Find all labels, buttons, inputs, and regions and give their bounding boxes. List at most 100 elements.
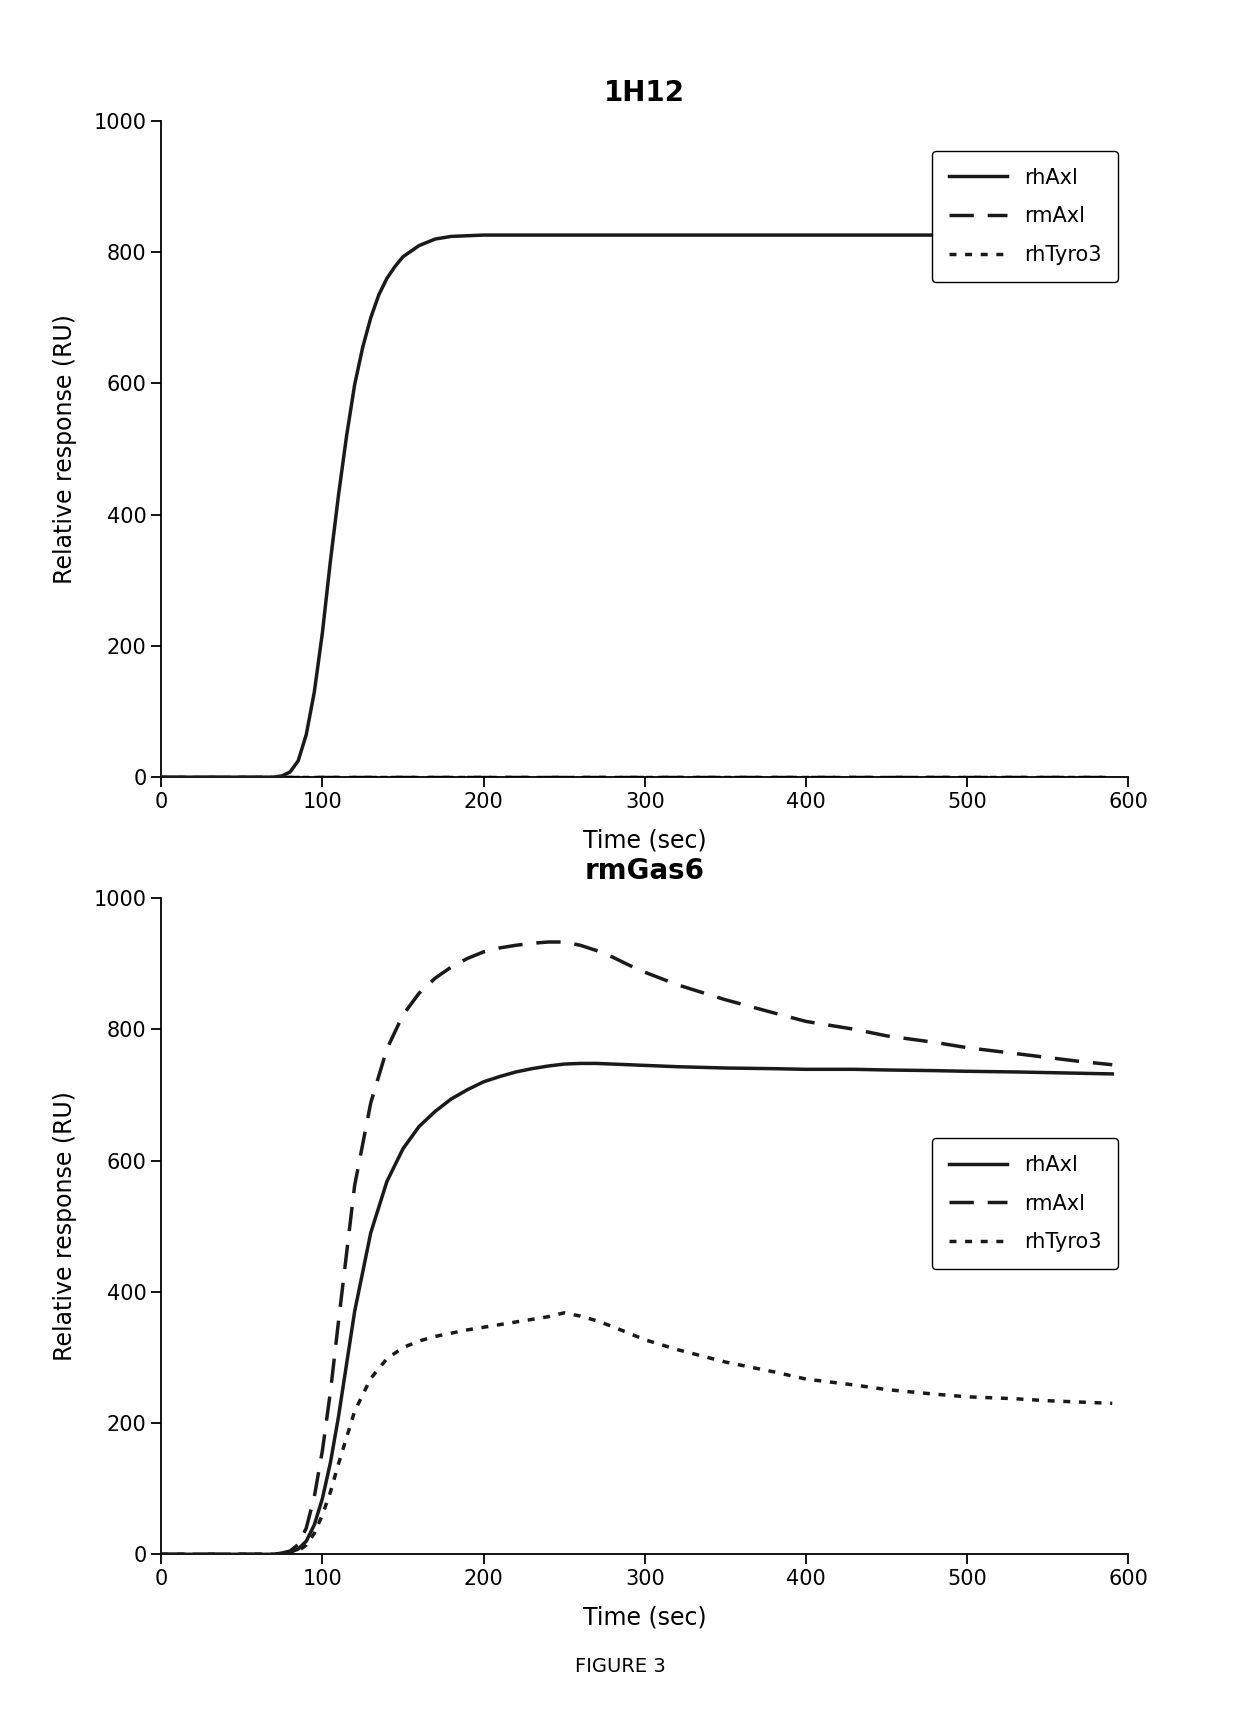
rmAxl <box>154 1544 169 1565</box>
rhAxl <box>428 1102 443 1123</box>
rhAxl <box>444 226 459 247</box>
rmAxl <box>847 1019 862 1040</box>
rhAxl <box>1040 1062 1055 1083</box>
rhAxl <box>718 225 733 245</box>
rhTyro3 <box>315 1504 330 1525</box>
rhAxl <box>621 1055 636 1076</box>
rhTyro3 <box>283 1542 298 1563</box>
rmAxl <box>1008 1043 1023 1064</box>
rhTyro3 <box>928 1383 942 1404</box>
rmAxl <box>290 1534 306 1554</box>
rhTyro3 <box>363 1368 378 1389</box>
rhAxl <box>637 1055 652 1076</box>
rhAxl <box>508 225 523 245</box>
rhTyro3 <box>508 1311 523 1332</box>
Title: 1H12: 1H12 <box>604 79 686 107</box>
rhTyro3 <box>444 1323 459 1344</box>
rhAxl <box>573 1053 588 1074</box>
rmAxl <box>299 1518 314 1539</box>
rhTyro3 <box>322 1482 337 1502</box>
Legend: rhAxl, rmAxl, rhTyro3: rhAxl, rmAxl, rhTyro3 <box>932 150 1118 282</box>
rhAxl <box>460 225 475 245</box>
rhAxl <box>347 375 362 395</box>
rhAxl <box>605 1053 620 1074</box>
rhTyro3 <box>525 1309 539 1330</box>
rmAxl <box>670 974 684 995</box>
rhAxl <box>308 1515 322 1535</box>
rhTyro3 <box>347 1401 362 1421</box>
rhAxl <box>1073 1062 1087 1083</box>
rmAxl <box>637 962 652 983</box>
rmAxl <box>766 1002 781 1022</box>
rhAxl <box>322 551 337 572</box>
rhTyro3 <box>589 1311 604 1332</box>
rhTyro3 <box>331 1454 346 1475</box>
rhTyro3 <box>379 1349 394 1370</box>
rhAxl <box>412 235 427 256</box>
rhTyro3 <box>412 1330 427 1351</box>
X-axis label: Time (sec): Time (sec) <box>583 829 707 853</box>
rhTyro3 <box>275 1544 290 1565</box>
Line: rhAxl: rhAxl <box>161 235 1112 777</box>
rhTyro3 <box>766 1361 781 1382</box>
rhAxl <box>363 1223 378 1243</box>
rhTyro3 <box>1008 1389 1023 1409</box>
rhAxl <box>525 1059 539 1079</box>
rhAxl <box>799 225 813 245</box>
rhTyro3 <box>428 1326 443 1347</box>
rhAxl <box>799 1059 813 1079</box>
rmAxl <box>605 946 620 967</box>
rhTyro3 <box>879 1380 894 1401</box>
rhTyro3 <box>847 1375 862 1395</box>
rhAxl <box>1008 1062 1023 1083</box>
rhAxl <box>267 1544 281 1565</box>
rhAxl <box>541 225 556 245</box>
rhAxl <box>315 1489 330 1509</box>
rmAxl <box>525 933 539 953</box>
rhAxl <box>476 1071 491 1091</box>
rhTyro3 <box>1040 1390 1055 1411</box>
rhAxl <box>525 225 539 245</box>
rhAxl <box>396 1138 410 1159</box>
rmAxl <box>557 931 572 952</box>
rmAxl <box>347 1174 362 1195</box>
rhAxl <box>267 767 281 788</box>
rhTyro3 <box>799 1370 813 1390</box>
rhAxl <box>492 225 507 245</box>
rhAxl <box>396 247 410 268</box>
rmAxl <box>412 983 427 1003</box>
rhAxl <box>670 1057 684 1078</box>
rmAxl <box>573 934 588 955</box>
rhAxl <box>283 1542 298 1563</box>
rhAxl <box>1105 1064 1120 1085</box>
rhAxl <box>315 622 330 642</box>
rmAxl <box>460 948 475 969</box>
rmAxl <box>396 1005 410 1026</box>
rhTyro3 <box>267 1544 281 1565</box>
rmAxl <box>331 1311 346 1332</box>
rhTyro3 <box>718 1352 733 1373</box>
rhAxl <box>275 765 290 786</box>
rhAxl <box>960 225 975 245</box>
rmAxl <box>428 967 443 988</box>
rhAxl <box>372 285 387 306</box>
rhTyro3 <box>460 1319 475 1340</box>
rhTyro3 <box>492 1314 507 1335</box>
rhTyro3 <box>299 1535 314 1556</box>
Y-axis label: Relative response (RU): Relative response (RU) <box>53 314 77 584</box>
rhAxl <box>379 268 394 288</box>
rhAxl <box>573 225 588 245</box>
rhTyro3 <box>1073 1392 1087 1413</box>
rmAxl <box>718 990 733 1010</box>
rmAxl <box>508 934 523 955</box>
rhTyro3 <box>396 1337 410 1357</box>
rhTyro3 <box>308 1523 322 1544</box>
rhTyro3 <box>637 1330 652 1351</box>
rhTyro3 <box>541 1306 556 1326</box>
rhTyro3 <box>1105 1394 1120 1414</box>
rhAxl <box>541 1055 556 1076</box>
rhAxl <box>847 1059 862 1079</box>
rhAxl <box>589 1053 604 1074</box>
rhAxl <box>290 1539 306 1559</box>
rmAxl <box>621 955 636 976</box>
